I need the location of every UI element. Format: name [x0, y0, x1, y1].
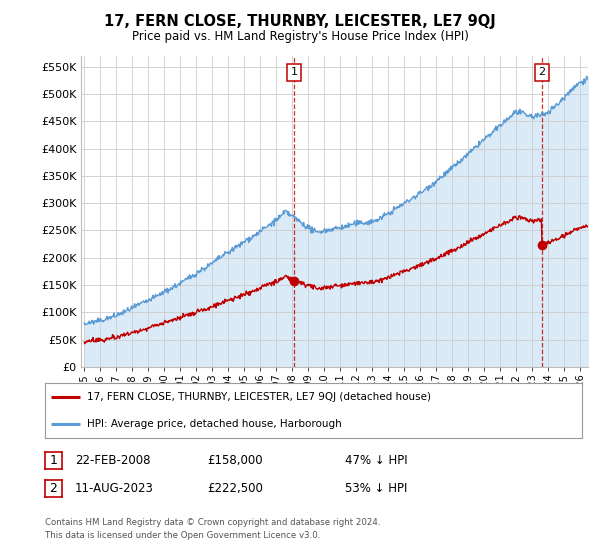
Text: 1: 1: [290, 67, 298, 77]
Text: 11-AUG-2023: 11-AUG-2023: [75, 482, 154, 495]
Text: 1: 1: [49, 454, 58, 467]
Text: 53% ↓ HPI: 53% ↓ HPI: [345, 482, 407, 495]
Text: Contains HM Land Registry data © Crown copyright and database right 2024.: Contains HM Land Registry data © Crown c…: [45, 518, 380, 527]
Text: £158,000: £158,000: [207, 454, 263, 467]
Text: Price paid vs. HM Land Registry's House Price Index (HPI): Price paid vs. HM Land Registry's House …: [131, 30, 469, 43]
Text: £222,500: £222,500: [207, 482, 263, 495]
Text: This data is licensed under the Open Government Licence v3.0.: This data is licensed under the Open Gov…: [45, 531, 320, 540]
Text: 2: 2: [49, 482, 58, 495]
Text: 17, FERN CLOSE, THURNBY, LEICESTER, LE7 9QJ: 17, FERN CLOSE, THURNBY, LEICESTER, LE7 …: [104, 14, 496, 29]
Text: 2: 2: [538, 67, 545, 77]
Text: 22-FEB-2008: 22-FEB-2008: [75, 454, 151, 467]
Text: 47% ↓ HPI: 47% ↓ HPI: [345, 454, 407, 467]
Text: 17, FERN CLOSE, THURNBY, LEICESTER, LE7 9QJ (detached house): 17, FERN CLOSE, THURNBY, LEICESTER, LE7 …: [87, 393, 431, 402]
Text: HPI: Average price, detached house, Harborough: HPI: Average price, detached house, Harb…: [87, 419, 341, 428]
